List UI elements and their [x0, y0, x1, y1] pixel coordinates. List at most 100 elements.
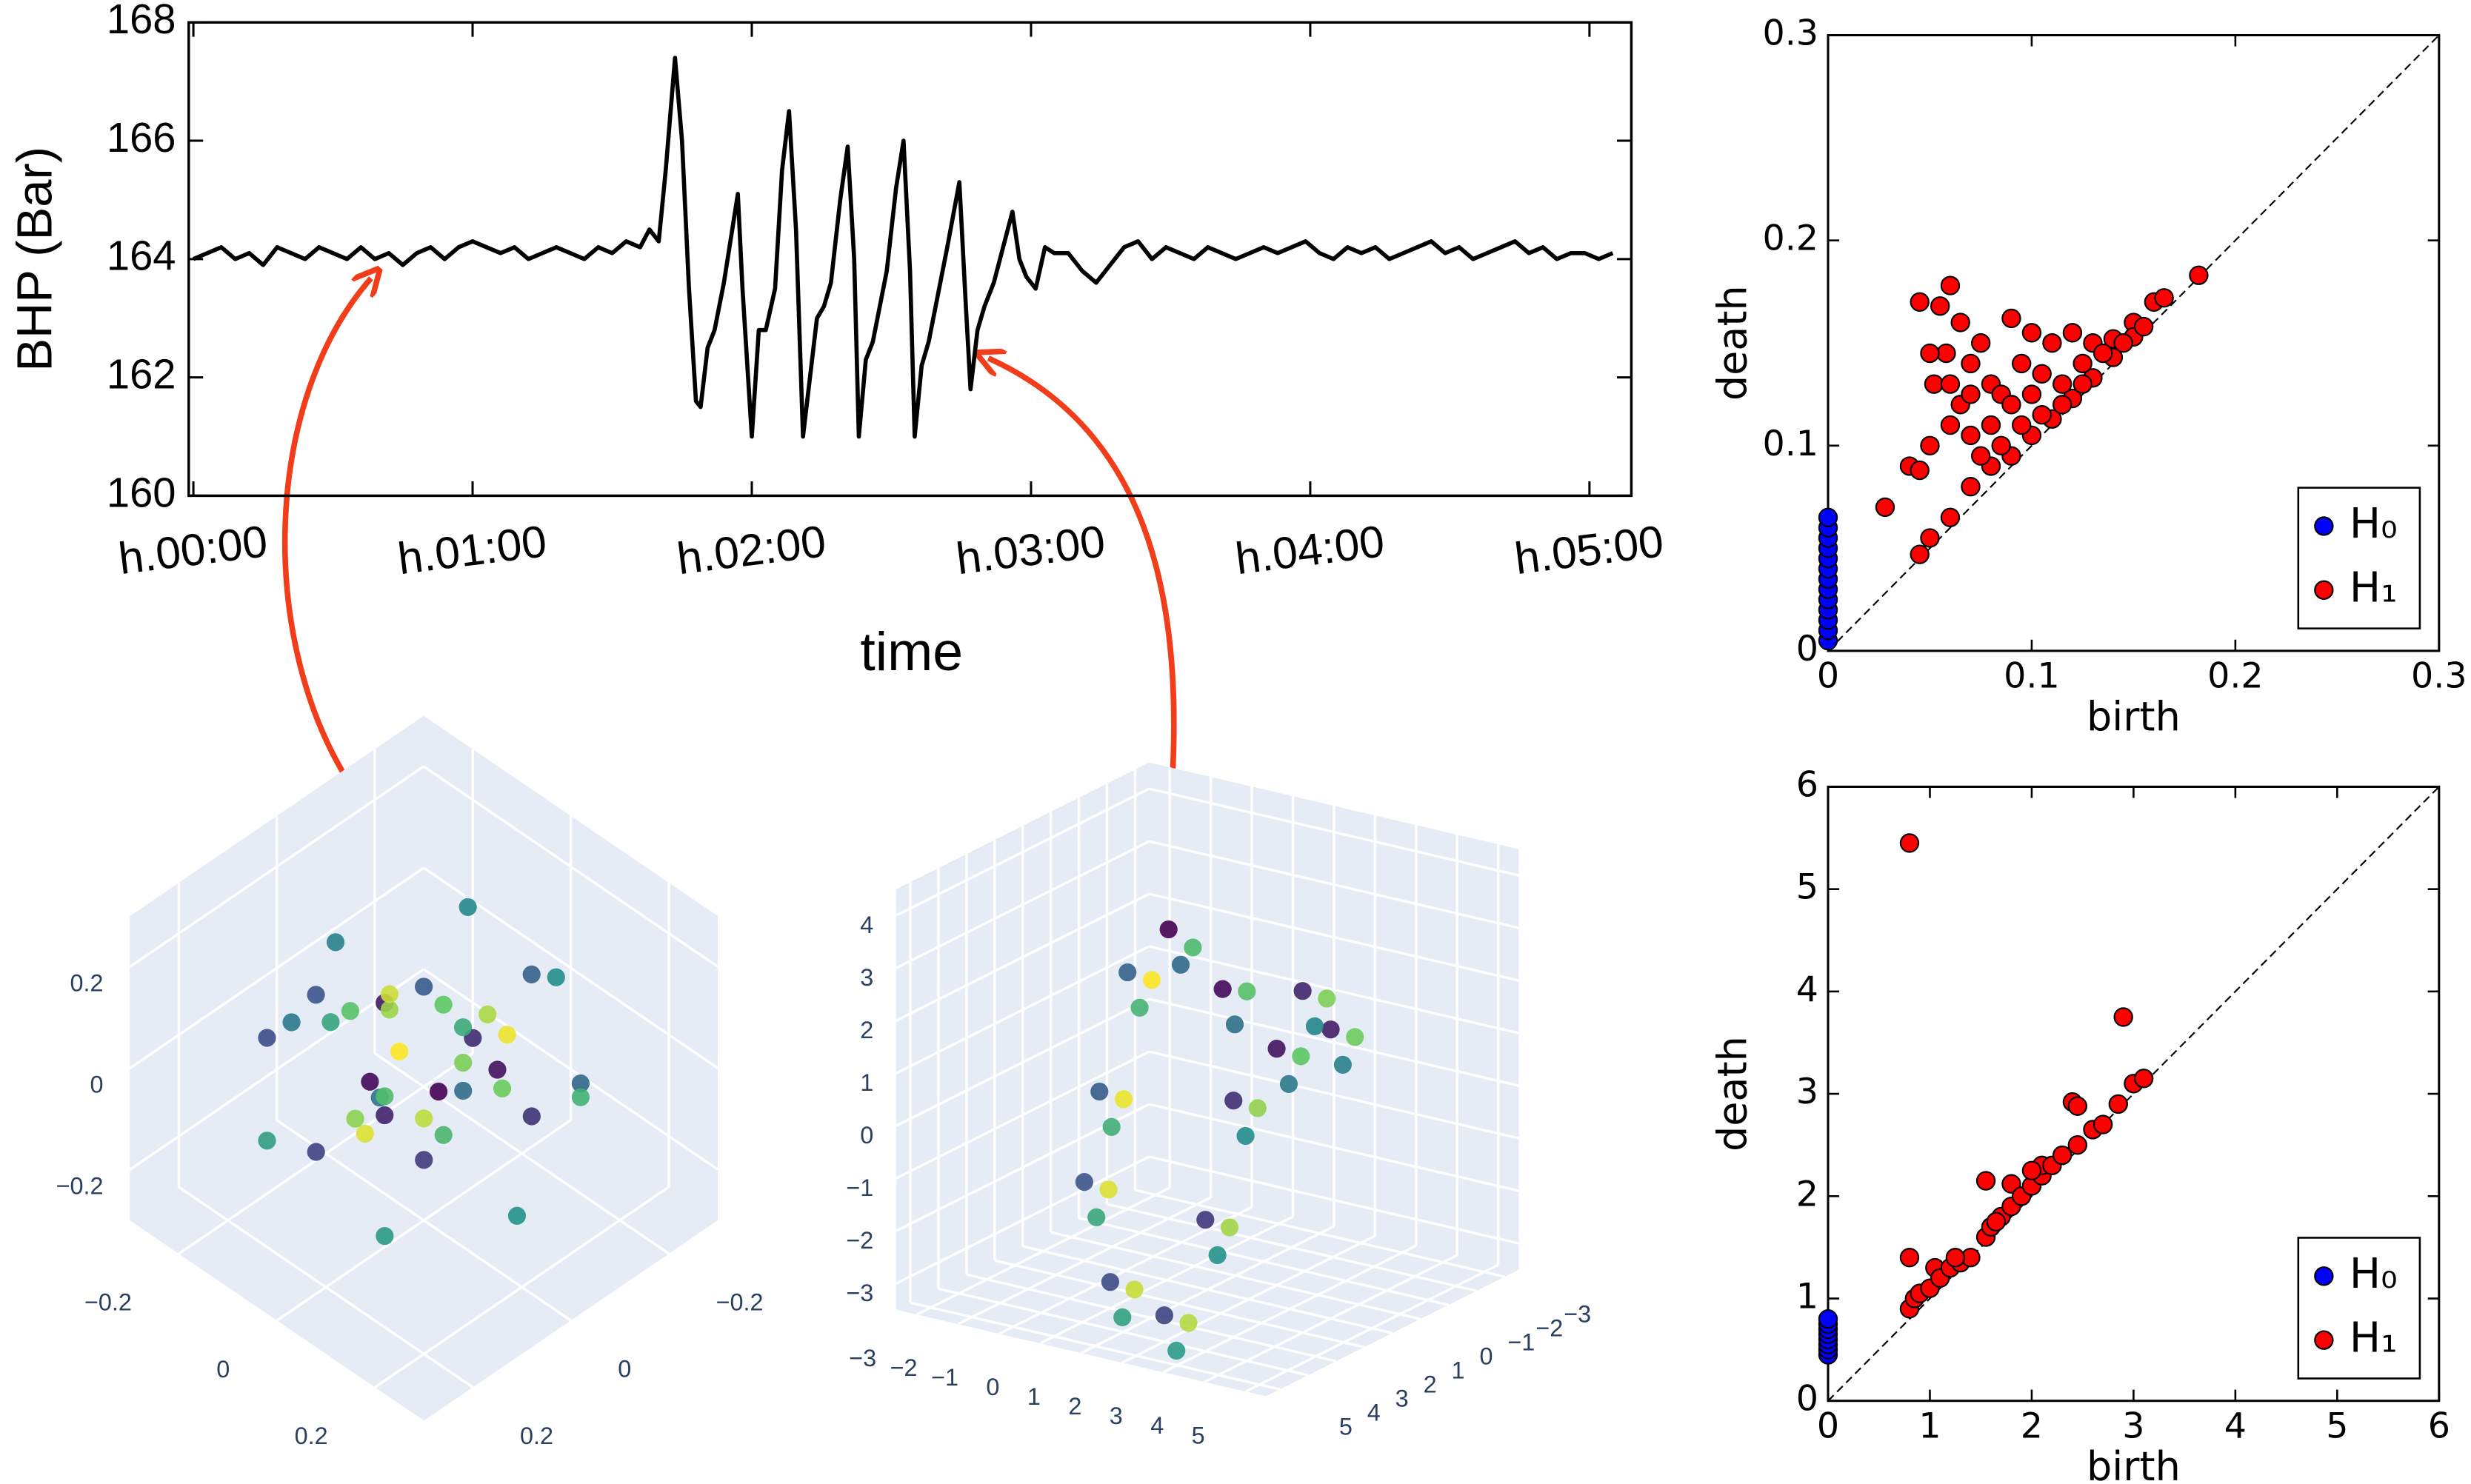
tick-label: 4 — [1367, 1400, 1381, 1426]
tick-label: 5 — [1192, 1422, 1205, 1448]
point — [390, 1042, 409, 1061]
point — [1971, 446, 1991, 466]
point — [1236, 1126, 1255, 1145]
tick-label: 3 — [860, 964, 873, 991]
point — [1961, 477, 1981, 497]
point — [2032, 405, 2052, 425]
point — [1981, 415, 2001, 435]
point — [522, 1107, 541, 1126]
point — [1279, 1074, 1298, 1093]
y-tick-label: 0.1 — [1762, 424, 1818, 464]
point — [507, 1206, 527, 1225]
point — [356, 1124, 374, 1143]
point — [1267, 1040, 1286, 1058]
point — [522, 965, 541, 983]
point — [1818, 1308, 1838, 1329]
point — [2053, 374, 2072, 394]
point — [415, 977, 433, 996]
diagonal — [1827, 34, 2440, 652]
grid-line — [896, 892, 1150, 1022]
tick-label: 2 — [860, 1017, 873, 1043]
legend-label: H₁ — [2350, 564, 2398, 612]
point — [1167, 1341, 1186, 1360]
y-axis-label: BHP (Bar) — [7, 147, 63, 372]
point — [361, 1072, 379, 1091]
point — [326, 933, 345, 952]
x-tick-label: h.00:00 — [116, 515, 270, 584]
x-tick-label: 0.2 — [2207, 656, 2264, 697]
point — [547, 968, 565, 986]
point — [1961, 425, 1981, 446]
grid-line — [910, 1301, 1281, 1391]
point — [1971, 333, 1991, 353]
tick-label: 0 — [860, 1122, 873, 1149]
point — [321, 1013, 340, 1032]
grid-line — [423, 765, 719, 968]
point — [1318, 989, 1336, 1008]
grid-line — [1149, 1050, 1519, 1140]
point — [1171, 955, 1190, 974]
tick-label: 0 — [618, 1356, 631, 1383]
x-tick-label: 5 — [2326, 1406, 2348, 1446]
grid-line — [896, 997, 1150, 1127]
point — [307, 986, 325, 1004]
point — [307, 1143, 325, 1161]
point — [1920, 528, 1940, 548]
grid-line — [1149, 892, 1519, 982]
grid-line — [423, 968, 719, 1171]
grid-line — [129, 968, 425, 1172]
point — [1293, 982, 1312, 1000]
grid-line — [1050, 1231, 1421, 1320]
tick-label: 1 — [860, 1069, 873, 1096]
point — [1875, 497, 1895, 518]
y-tick-label: 2 — [1796, 1174, 1818, 1214]
grid-line — [896, 840, 1150, 969]
tick-label: 0.2 — [520, 1423, 553, 1449]
tick-label: 0 — [1479, 1343, 1493, 1370]
tick-label: 1 — [1452, 1357, 1465, 1384]
point — [1333, 1055, 1352, 1074]
point — [1930, 296, 1950, 316]
point — [2062, 323, 2083, 343]
tick-label: −3 — [1564, 1301, 1591, 1328]
point — [2092, 343, 2113, 364]
point — [2133, 1069, 2154, 1089]
point — [1142, 971, 1161, 989]
grid-line — [1149, 787, 1519, 877]
point — [2072, 353, 2092, 374]
point — [498, 1026, 516, 1044]
point — [258, 1132, 276, 1150]
y-tick-label: 168 — [107, 0, 176, 42]
point — [415, 1109, 433, 1128]
legend-marker — [2314, 1266, 2334, 1286]
point — [1113, 1308, 1132, 1326]
tick-label: 4 — [860, 912, 873, 938]
tick-label: −0.2 — [716, 1289, 764, 1315]
point — [454, 1081, 473, 1100]
point — [1950, 312, 1970, 332]
point — [1130, 998, 1149, 1017]
x-tick-label: 6 — [2428, 1406, 2450, 1446]
point — [571, 1074, 590, 1093]
point — [1961, 384, 1981, 404]
point — [376, 1087, 394, 1106]
point — [2012, 353, 2032, 374]
point — [1220, 1218, 1239, 1237]
point — [2067, 1096, 2087, 1116]
grid-line — [994, 1259, 1365, 1348]
y-tick-label: 0.3 — [1762, 13, 1818, 54]
x-tick-label: 0.1 — [2004, 656, 2060, 697]
arrow — [281, 278, 371, 789]
point — [1225, 1015, 1244, 1034]
point — [453, 1018, 473, 1037]
tick-label: −0.2 — [56, 1173, 104, 1200]
point — [454, 1053, 473, 1072]
y-tick-label: 3 — [1796, 1072, 1818, 1112]
point — [2042, 333, 2062, 353]
y-tick-label: 4 — [1796, 969, 1818, 1010]
tick-label: 0 — [986, 1374, 999, 1400]
y-tick-label: 0 — [1796, 1379, 1818, 1420]
y-tick-label: 0.2 — [1762, 218, 1818, 259]
point — [1087, 1208, 1106, 1226]
